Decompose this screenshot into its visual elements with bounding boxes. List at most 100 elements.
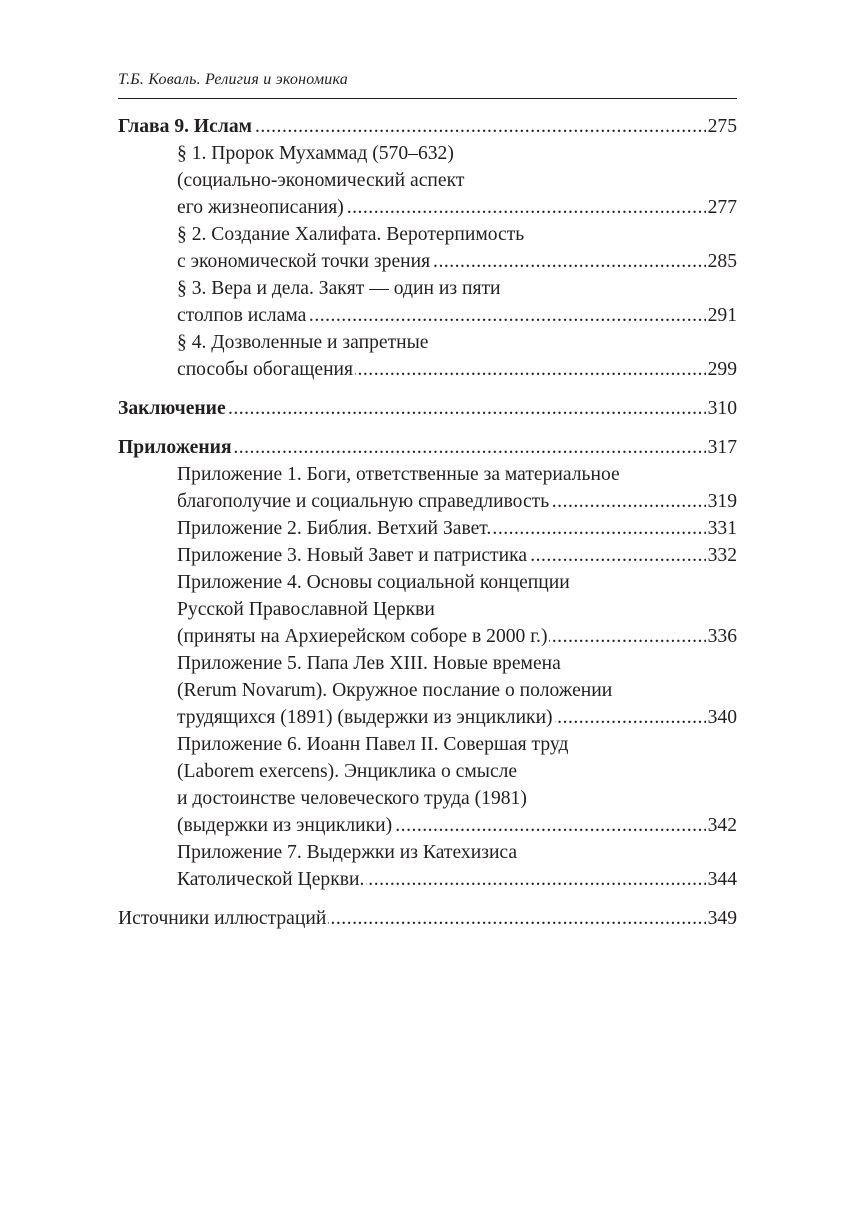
- toc-entry-title: с экономической точки зрения: [177, 251, 431, 272]
- toc-entry[interactable]: Приложение 6. Иоанн Павел II. Совершая т…: [118, 731, 737, 839]
- toc-entry-title: (Rerum Novarum). Окружное послание о пол…: [177, 680, 613, 701]
- dot-leader: [549, 623, 705, 650]
- page-number: 275: [707, 116, 737, 137]
- toc-entry[interactable]: Приложение 5. Папа Лев XIII. Новые време…: [118, 650, 737, 731]
- toc-entry[interactable]: Приложение 4. Основы социальной концепци…: [118, 569, 737, 650]
- dot-leader: [555, 704, 706, 731]
- toc-line: Приложение 2. Библия. Ветхий Завет. 331: [118, 515, 737, 542]
- page-number: 319: [707, 491, 737, 512]
- toc-entry-title: Приложение 7. Выдержки из Катехизиса: [177, 842, 518, 863]
- toc-entry[interactable]: Приложение 7. Выдержки из Катехизиса Като…: [118, 839, 737, 893]
- toc-entry[interactable]: Приложение 1. Боги, ответственные за мат…: [118, 461, 737, 515]
- toc-line: Заключение 310: [118, 395, 737, 422]
- toc-entry-title: Приложение 1. Боги, ответственные за мат…: [177, 464, 620, 485]
- toc-line: Источники иллюстраций 349: [118, 905, 737, 932]
- toc-line: (выдержки из энциклики) 342: [118, 812, 737, 839]
- toc-entry-title: (приняты на Архиерейском соборе в 2000 г…: [177, 626, 548, 647]
- page-number: 277: [707, 197, 737, 218]
- toc-entry-title: § 1. Пророк Мухаммад (570–632): [177, 143, 454, 164]
- toc-entry-title: Заключение: [118, 398, 226, 419]
- toc-group: Приложения 317 Приложение 1. Боги, ответст…: [118, 434, 737, 893]
- page-number: 342: [707, 815, 737, 836]
- toc-line: Приложение 7. Выдержки из Катехизиса: [118, 839, 737, 866]
- page-number: 332: [707, 545, 737, 566]
- toc-entry-title: (выдержки из энциклики): [177, 815, 393, 836]
- toc-entry-title: Приложение 4. Основы социальной концепци…: [177, 572, 570, 593]
- toc-line: трудящихся (1891) (выдержки из энциклики…: [118, 704, 737, 731]
- toc-entry-title: Источники иллюстраций: [118, 908, 327, 929]
- toc-line: Русской Православной Церкви: [118, 596, 737, 623]
- toc-line: Приложение 6. Иоанн Павел II. Совершая т…: [118, 731, 737, 758]
- toc-line: Приложение 3. Новый Завет и патристика 33…: [118, 542, 737, 569]
- page-number: 336: [707, 626, 737, 647]
- toc-entry[interactable]: Заключение 310: [118, 395, 737, 422]
- toc-entry-title: Русской Православной Церкви: [177, 599, 435, 620]
- toc-entry[interactable]: Приложение 3. Новый Завет и патристика 33…: [118, 542, 737, 569]
- toc-entry-title: § 2. Создание Халифата. Веротерпимость: [177, 224, 525, 245]
- toc-entry-title: трудящихся (1891) (выдержки из энциклики…: [177, 707, 553, 728]
- toc-entry[interactable]: § 4. Дозволенные и запретные способы обог…: [118, 329, 737, 383]
- toc-entry[interactable]: Приложения 317: [118, 434, 737, 461]
- toc-line: § 3. Вера и дела. Закят — один из пяти: [118, 275, 737, 302]
- dot-leader: [346, 194, 706, 221]
- toc-line: (Laborem exercens). Энциклика о смысле: [118, 758, 737, 785]
- toc-entry-title: Приложение 5. Папа Лев XIII. Новые време…: [177, 653, 561, 674]
- dot-leader: [234, 434, 706, 461]
- dot-leader: [529, 542, 706, 569]
- page-number: 285: [707, 251, 737, 272]
- toc-entry-title: способы обогащения: [177, 359, 354, 380]
- dot-leader: [366, 866, 705, 893]
- toc-entry-title: Приложение 2. Библия. Ветхий Завет.: [177, 518, 492, 539]
- toc-line: Приложение 4. Основы социальной концепци…: [118, 569, 737, 596]
- toc-line: (приняты на Архиерейском соборе в 2000 г…: [118, 623, 737, 650]
- dot-leader: [432, 248, 705, 275]
- page-number: 291: [707, 305, 737, 326]
- toc-line: способы обогащения 299: [118, 356, 737, 383]
- page-number: 349: [707, 908, 737, 929]
- toc-line: § 2. Создание Халифата. Веротерпимость: [118, 221, 737, 248]
- toc-entry[interactable]: § 3. Вера и дела. Закят — один из пяти ст…: [118, 275, 737, 329]
- dot-leader: [328, 905, 705, 932]
- dot-leader: [228, 395, 706, 422]
- toc-entry-title: § 4. Дозволенные и запретные: [177, 332, 429, 353]
- toc-entry-title: (Laborem exercens). Энциклика о смысле: [177, 761, 518, 782]
- toc-entry-title: благополучие и социальную справедливость: [177, 491, 550, 512]
- dot-leader: [493, 515, 705, 542]
- toc-line: (социально-экономический аспект: [118, 167, 737, 194]
- toc-line: Католической Церкви. 344: [118, 866, 737, 893]
- toc-line: Приложения 317: [118, 434, 737, 461]
- toc-entry-title: столпов ислама: [177, 305, 307, 326]
- dot-leader: [394, 812, 705, 839]
- toc-entry[interactable]: Источники иллюстраций 349: [118, 905, 737, 932]
- toc-entry-title: Католической Церкви.: [177, 869, 365, 890]
- page-number: 344: [707, 869, 737, 890]
- toc-line: Глава 9. Ислам 275: [118, 113, 737, 140]
- dot-leader: [355, 356, 706, 383]
- page-number: 299: [707, 359, 737, 380]
- toc-line: столпов ислама 291: [118, 302, 737, 329]
- running-head: Т.Б. Коваль. Религия и экономика: [118, 71, 348, 88]
- toc-entry-title: Приложение 3. Новый Завет и патристика: [177, 545, 528, 566]
- dot-leader: [551, 488, 705, 515]
- toc-line: (Rerum Novarum). Окружное послание о пол…: [118, 677, 737, 704]
- toc-entry[interactable]: Глава 9. Ислам 275: [118, 113, 737, 140]
- toc-line: § 1. Пророк Мухаммад (570–632): [118, 140, 737, 167]
- toc-entry-title: Глава 9. Ислам: [118, 116, 252, 137]
- toc-group: Глава 9. Ислам 275 § 1. Пророк Мухаммад (5…: [118, 113, 737, 383]
- toc-entry-title: его жизнеописания): [177, 197, 344, 218]
- toc-entry[interactable]: § 2. Создание Халифата. Веротерпимость с …: [118, 221, 737, 275]
- toc-entry[interactable]: Приложение 2. Библия. Ветхий Завет. 331: [118, 515, 737, 542]
- toc-line: благополучие и социальную справедливость…: [118, 488, 737, 515]
- page-number: 310: [707, 398, 737, 419]
- page-number: 331: [707, 518, 737, 539]
- toc-group: Заключение 310: [118, 395, 737, 422]
- toc-line: Приложение 5. Папа Лев XIII. Новые време…: [118, 650, 737, 677]
- toc-line: с экономической точки зрения 285: [118, 248, 737, 275]
- toc-line: его жизнеописания) 277: [118, 194, 737, 221]
- toc-entry-title: и достоинстве человеческого труда (1981): [177, 788, 527, 809]
- toc-entry-title: (социально-экономический аспект: [177, 170, 465, 191]
- toc-entry-title: Приложение 6. Иоанн Павел II. Совершая т…: [177, 734, 569, 755]
- toc-line: и достоинстве человеческого труда (1981): [118, 785, 737, 812]
- toc-entry[interactable]: § 1. Пророк Мухаммад (570–632) (социально…: [118, 140, 737, 221]
- dot-leader: [308, 302, 705, 329]
